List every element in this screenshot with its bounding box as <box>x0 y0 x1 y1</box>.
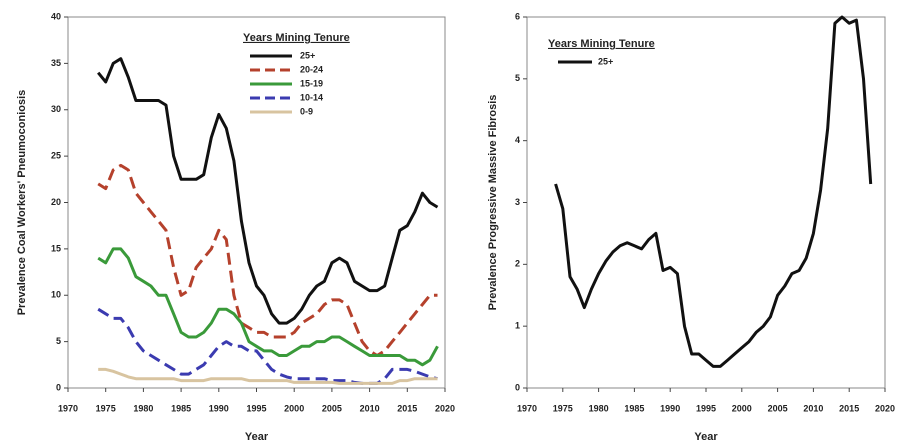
x-axis-title: Year <box>694 431 718 443</box>
y-tick-label: 25 <box>51 151 61 161</box>
legend-label: 0-9 <box>300 106 313 116</box>
y-tick-label: 4 <box>515 135 520 145</box>
y-axis-title: Prevalence Progressive Massive Fibrosis <box>487 95 499 311</box>
plot-area <box>67 16 446 389</box>
x-tick-label: 1990 <box>660 403 680 413</box>
y-tick-label: 3 <box>515 197 520 207</box>
y-tick-label: 2 <box>515 259 520 269</box>
x-tick-label: 1980 <box>589 403 609 413</box>
x-tick-label: 2000 <box>732 403 752 413</box>
x-tick-label: 1985 <box>171 403 191 413</box>
y-tick-label: 15 <box>51 243 61 253</box>
x-tick-label: 2015 <box>397 403 417 413</box>
legend-title: Years Mining Tenure <box>243 32 350 44</box>
legend-label: 15-19 <box>300 78 323 88</box>
series-line <box>97 307 438 385</box>
x-tick-label: 2020 <box>435 403 455 413</box>
x-axis-title: Year <box>245 431 269 443</box>
x-tick-label: 1970 <box>58 403 78 413</box>
series-line <box>97 163 438 357</box>
legend-title: Years Mining Tenure <box>548 38 655 50</box>
y-axis-title: Prevalence Coal Workers' Pneumoconiosis <box>16 90 28 316</box>
y-tick-label: 5 <box>56 336 61 346</box>
y-tick-label: 35 <box>51 58 61 68</box>
y-tick-label: 20 <box>51 197 61 207</box>
y-tick-label: 0 <box>515 382 520 392</box>
x-tick-label: 2015 <box>839 403 859 413</box>
legend-label: 25+ <box>300 50 315 60</box>
series-line <box>97 57 439 325</box>
legend-label: 20-24 <box>300 64 323 74</box>
x-tick-label: 2005 <box>768 403 788 413</box>
y-tick-label: 1 <box>515 321 520 331</box>
y-tick-label: 10 <box>51 290 61 300</box>
x-tick-label: 2020 <box>875 403 895 413</box>
x-tick-label: 1990 <box>209 403 229 413</box>
y-tick-label: 0 <box>56 382 61 392</box>
y-tick-label: 6 <box>515 11 520 21</box>
y-tick-label: 30 <box>51 104 61 114</box>
y-tick-label: 5 <box>515 73 520 83</box>
legend-label: 25+ <box>598 56 613 66</box>
x-tick-label: 1995 <box>696 403 716 413</box>
x-tick-label: 1995 <box>246 403 266 413</box>
series-line <box>554 15 873 368</box>
x-tick-label: 2010 <box>803 403 823 413</box>
x-tick-label: 2010 <box>360 403 380 413</box>
series-line <box>97 247 439 367</box>
x-tick-label: 1970 <box>517 403 537 413</box>
legend-label: 10-14 <box>300 92 323 102</box>
x-tick-label: 2000 <box>284 403 304 413</box>
x-tick-label: 1975 <box>96 403 116 413</box>
y-tick-label: 40 <box>51 11 61 21</box>
x-tick-label: 1975 <box>553 403 573 413</box>
x-tick-label: 1980 <box>133 403 153 413</box>
series-line <box>98 367 438 385</box>
x-tick-label: 2005 <box>322 403 342 413</box>
x-tick-label: 1985 <box>624 403 644 413</box>
